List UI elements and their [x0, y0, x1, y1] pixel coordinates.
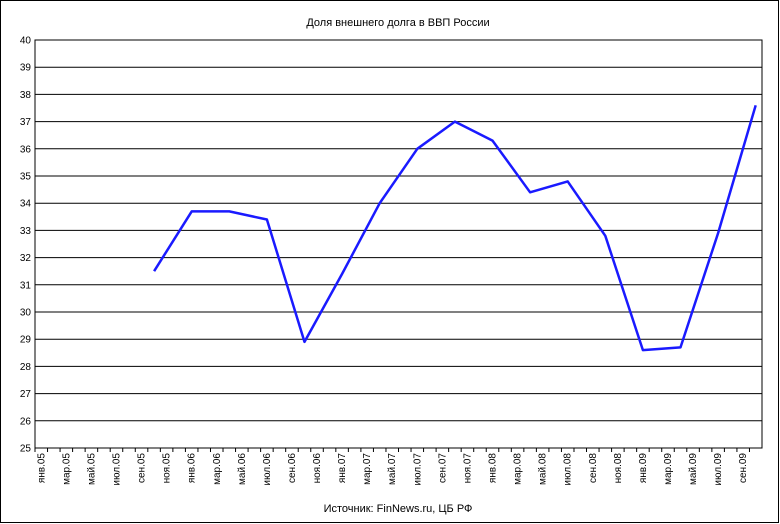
- data-line: [153, 104, 757, 352]
- x-tick-label: янв.08: [488, 453, 499, 484]
- y-tick-label: 30: [20, 308, 32, 319]
- x-tick-label: май.09: [688, 453, 699, 485]
- y-tick-label: 39: [20, 63, 32, 74]
- x-tick-label: мар.05: [61, 453, 72, 485]
- x-tick-label: ноя.06: [312, 453, 323, 484]
- x-tick-label: ноя.05: [162, 453, 173, 484]
- source-note: Источник: FinNews.ru, ЦБ РФ: [324, 503, 473, 515]
- x-tick-label: мар.07: [362, 453, 373, 485]
- y-tick-label: 34: [20, 199, 32, 210]
- y-tick-label: 36: [20, 144, 32, 155]
- x-tick-label: сен.09: [738, 453, 749, 483]
- x-tick-label: мар.06: [212, 453, 223, 485]
- x-tick-label: сен.05: [137, 453, 148, 483]
- x-tick-label: янв.09: [638, 453, 649, 484]
- y-tick-label: 38: [20, 90, 32, 101]
- x-tick-label: июл.08: [563, 453, 574, 486]
- y-tick-label: 35: [20, 172, 32, 183]
- y-tick-label: 32: [20, 253, 32, 264]
- x-tick-label: июл.05: [111, 453, 122, 486]
- y-tick-label: 25: [20, 444, 32, 455]
- x-tick-label: сен.06: [287, 453, 298, 483]
- x-tick-label: ноя.08: [613, 453, 624, 484]
- x-tick-label: июл.06: [262, 453, 273, 486]
- y-tick-label: 37: [20, 117, 32, 128]
- x-tick-label: май.05: [86, 453, 97, 485]
- x-tick-label: янв.07: [337, 453, 348, 484]
- x-tick-label: сен.07: [437, 453, 448, 483]
- x-tick-label: май.08: [538, 453, 549, 485]
- y-tick-label: 28: [20, 362, 32, 373]
- x-tick-label: янв.06: [187, 453, 198, 484]
- x-tick-label: сен.08: [588, 453, 599, 483]
- y-tick-label: 27: [20, 389, 32, 400]
- x-tick-label: мар.08: [513, 453, 524, 485]
- y-tick-label: 26: [20, 416, 32, 427]
- x-tick-label: янв.05: [36, 453, 47, 484]
- x-tick-label: ноя.07: [462, 453, 473, 484]
- y-tick-label: 40: [20, 36, 32, 47]
- x-tick-label: май.07: [387, 453, 398, 485]
- x-tick-label: июл.07: [412, 453, 423, 486]
- y-tick-label: 29: [20, 335, 32, 346]
- x-tick-label: май.06: [237, 453, 248, 485]
- chart-title: Доля внешнего долга в ВВП России: [306, 17, 489, 29]
- y-tick-label: 31: [20, 280, 32, 291]
- x-tick-label: июл.09: [713, 453, 724, 486]
- x-tick-label: мар.09: [663, 453, 674, 485]
- y-tick-label: 33: [20, 226, 32, 237]
